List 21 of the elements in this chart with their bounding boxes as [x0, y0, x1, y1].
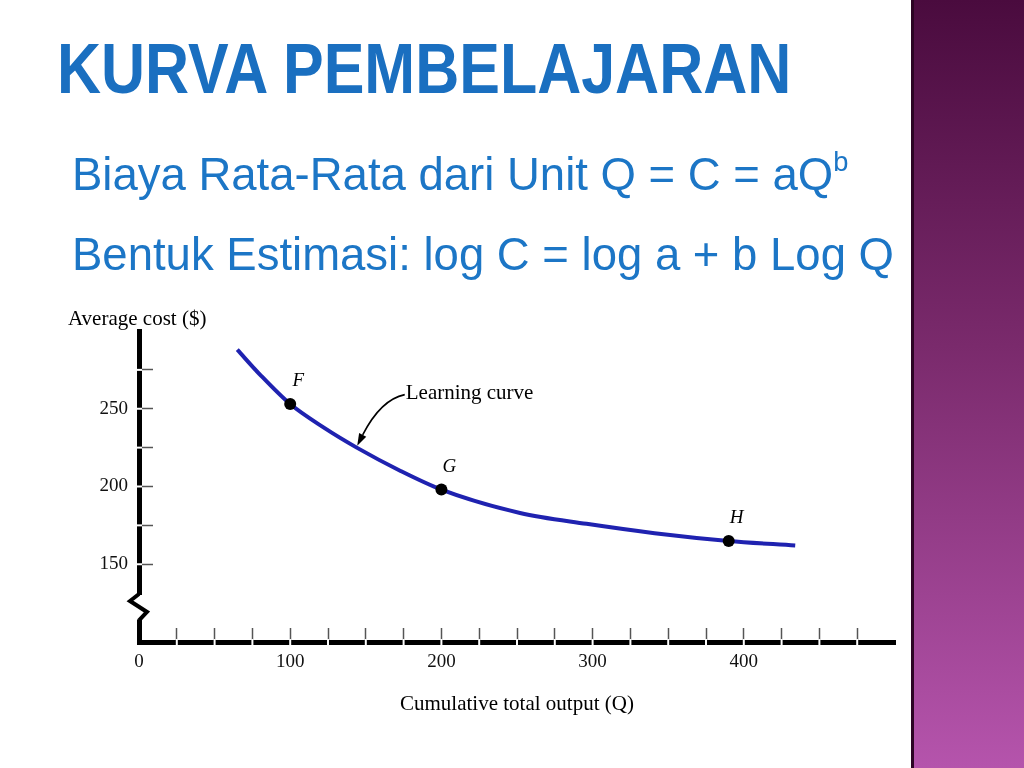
annotation: F: [291, 369, 305, 391]
y-tick-label: 200: [99, 474, 128, 496]
point: [284, 398, 297, 411]
y-tick-label: 250: [99, 396, 128, 418]
annotation: G: [442, 454, 457, 476]
text: Bentuk Estimasi: log C = log a + b Log Q: [72, 229, 894, 282]
annotation: Learning curve: [405, 380, 534, 405]
x-tick-label: 0: [134, 650, 144, 672]
point: [722, 534, 735, 547]
y-tick-label: 150: [99, 552, 128, 574]
annotation: H: [728, 505, 745, 527]
point: [435, 483, 448, 496]
chart-title: KURVA PEMBELAJARAN: [57, 29, 792, 108]
x-tick-label: 100: [275, 650, 305, 672]
y-axis-title: Average cost ($): [68, 306, 207, 330]
x-axis-title: Cumulative total output (Q): [400, 691, 634, 715]
x-tick-label: 200: [427, 650, 456, 672]
chart-subtitle: Biaya Rata-Rata dari Unit Q = C = aQ$^{b}$: [72, 145, 849, 202]
x-tick-label: 400: [729, 650, 759, 672]
x-tick-label: 300: [578, 650, 607, 672]
line-series: [235, 347, 798, 548]
